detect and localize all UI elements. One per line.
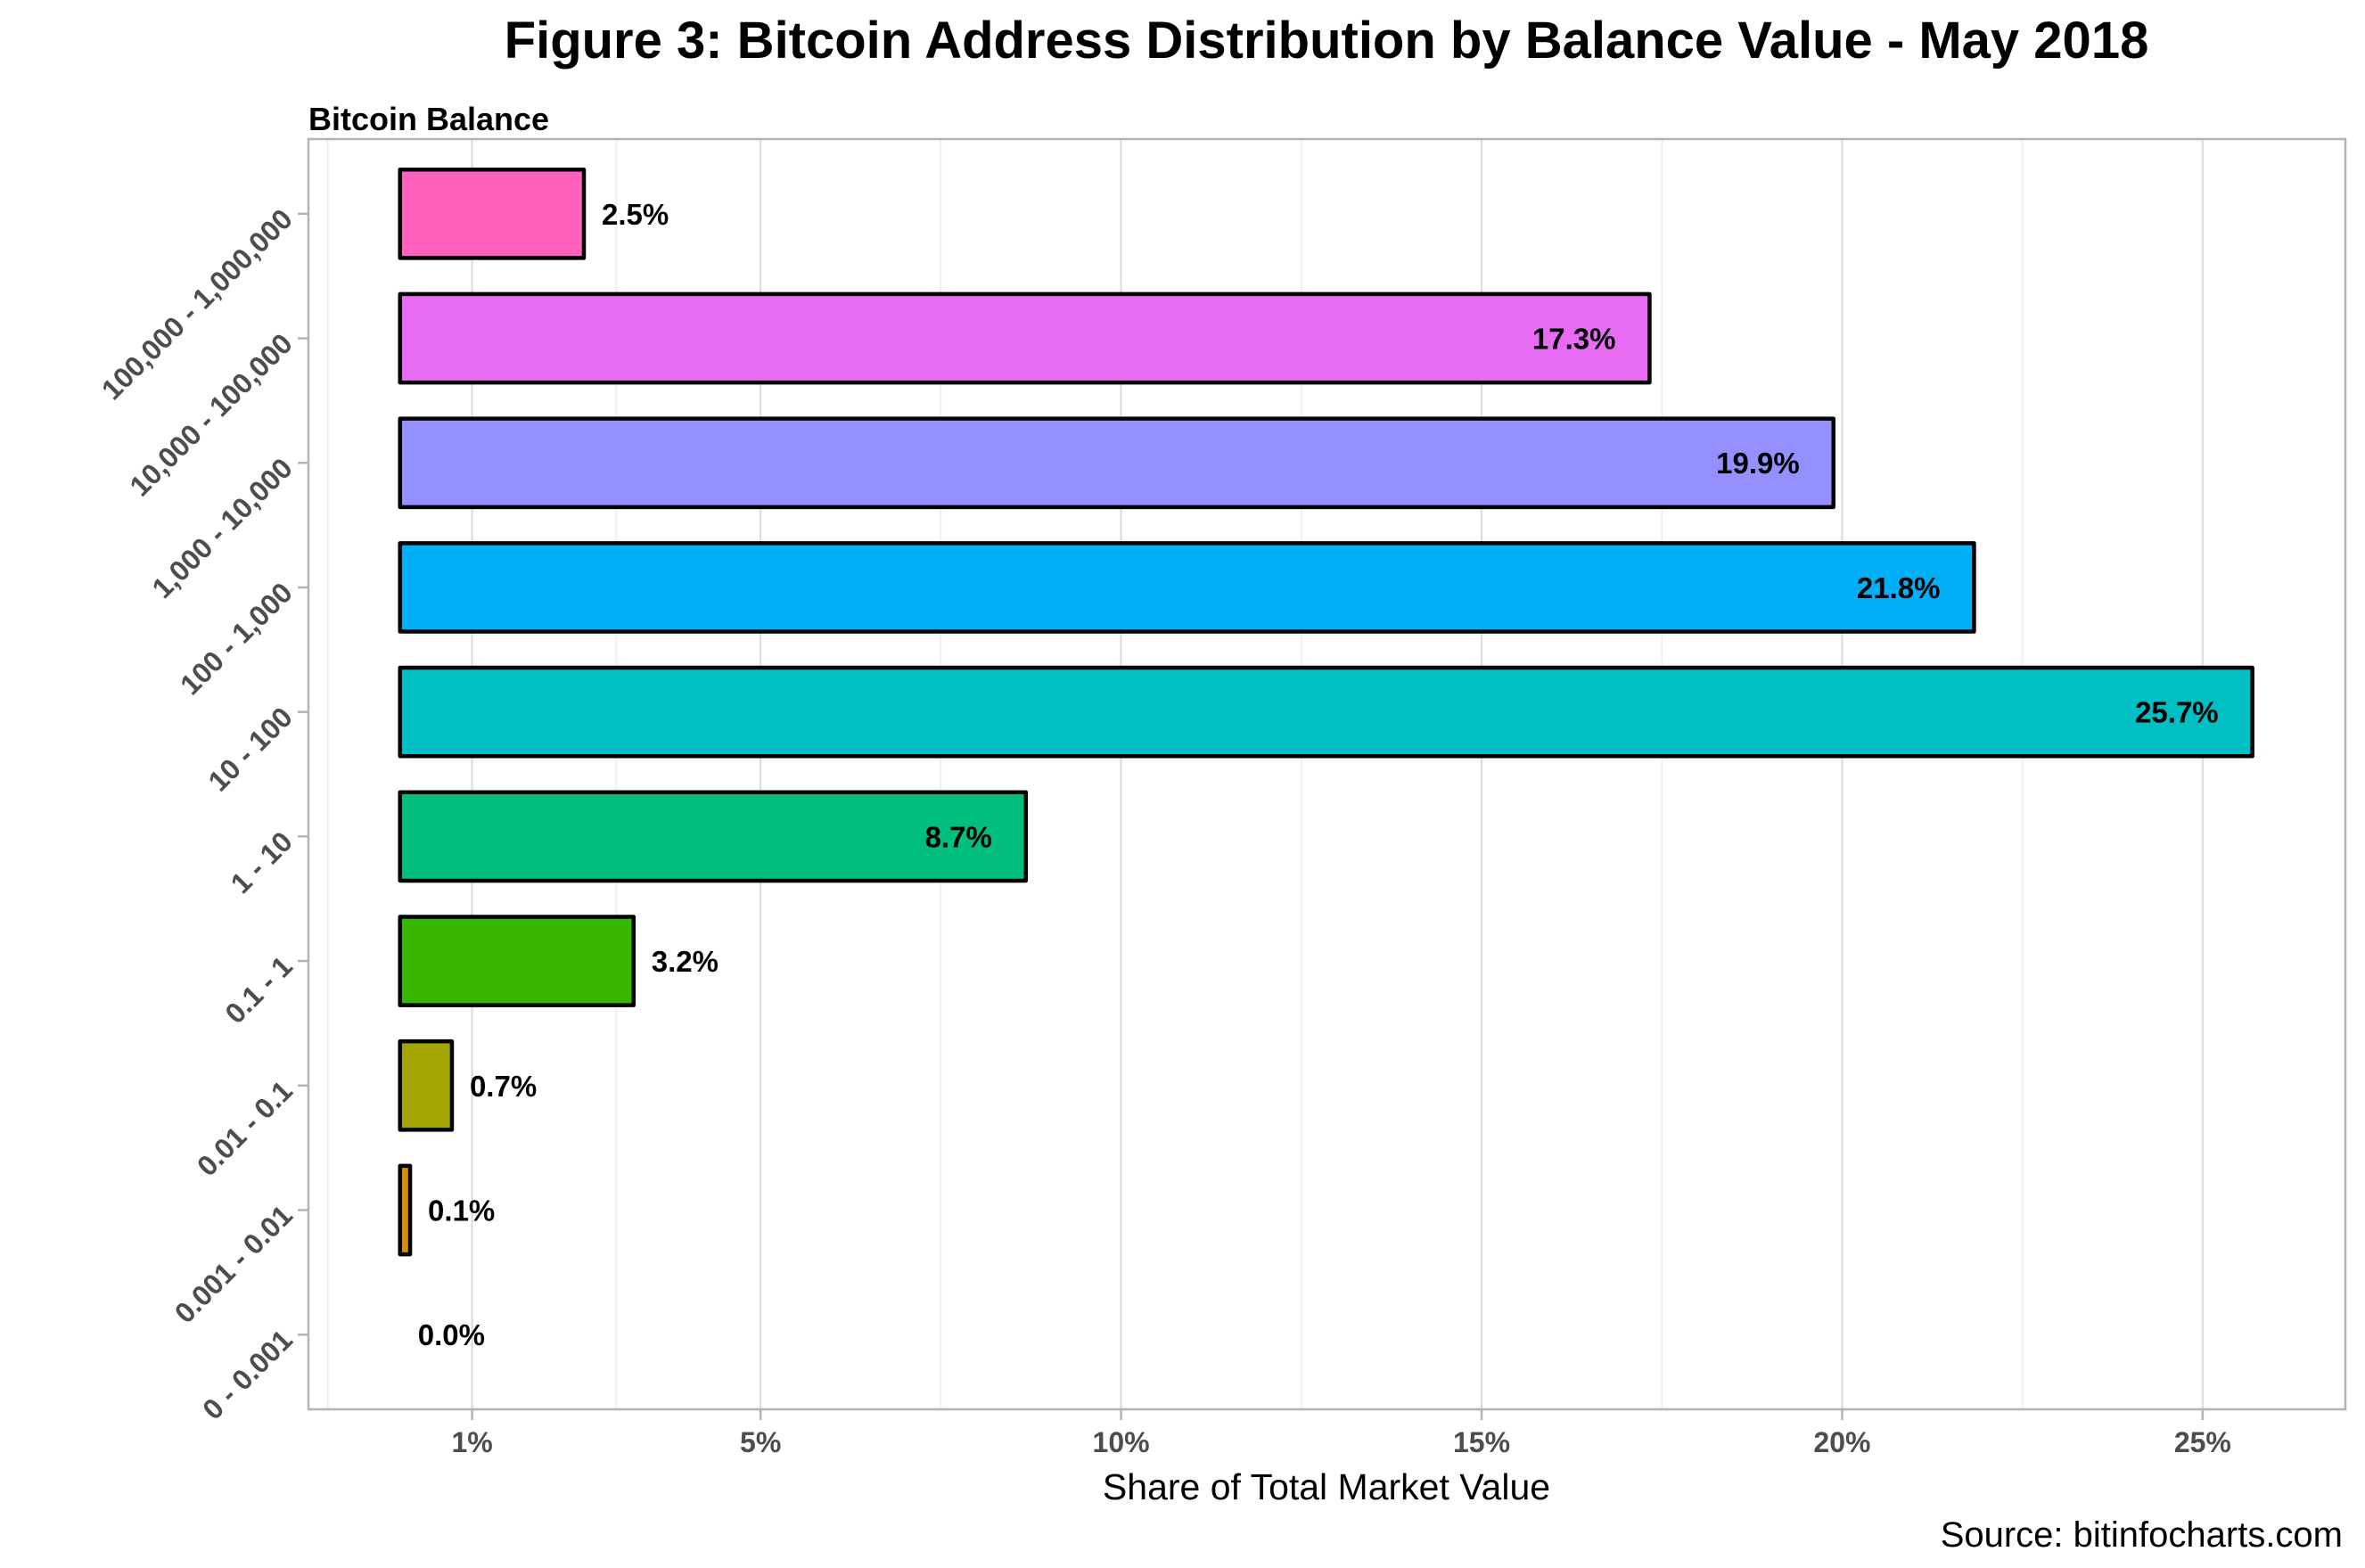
chart-title: Figure 3: Bitcoin Address Distribution b… bbox=[505, 12, 2149, 70]
x-tick-label: 20% bbox=[1813, 1426, 1870, 1458]
bar-value-label: 8.7% bbox=[925, 820, 992, 853]
bar-8 bbox=[398, 416, 1835, 510]
x-axis: 1% 5% 10% 15% 20% 25% bbox=[451, 1409, 2231, 1458]
bar-value-label: 17.3% bbox=[1532, 323, 1616, 356]
bar-10 bbox=[398, 167, 587, 260]
bar-value-label: 0.7% bbox=[470, 1070, 537, 1103]
bar-value-label: 0.1% bbox=[428, 1194, 495, 1227]
bar-9 bbox=[398, 291, 1652, 385]
x-tick-label: 5% bbox=[740, 1426, 781, 1458]
x-tick-label: 10% bbox=[1093, 1426, 1150, 1458]
x-tick-label: 1% bbox=[451, 1426, 492, 1458]
bar-3 bbox=[398, 1038, 455, 1132]
source-caption: Source: bitinfocharts.com bbox=[1941, 1515, 2343, 1555]
bar-2 bbox=[398, 1163, 413, 1257]
bars bbox=[398, 167, 2254, 1257]
bar-value-label: 3.2% bbox=[652, 945, 719, 978]
bar-value-label: 2.5% bbox=[602, 198, 669, 231]
bar-6 bbox=[398, 665, 2254, 759]
bar-value-label: 19.9% bbox=[1716, 447, 1800, 480]
bar-4 bbox=[398, 915, 636, 1007]
bar-7 bbox=[398, 541, 1976, 634]
bar-value-label: 25.7% bbox=[2135, 696, 2219, 729]
data-labels: 0.0% 0.1% 0.7% 3.2% 8.7% 25.7% 21.8% 19.9% 17.3%… bbox=[418, 198, 2219, 1351]
x-axis-title: Share of Total Market Value bbox=[1103, 1466, 1550, 1507]
plot-panel-border bbox=[307, 137, 2347, 1411]
x-tick-label: 25% bbox=[2174, 1426, 2231, 1458]
bar-value-label: 21.8% bbox=[1857, 571, 1941, 604]
x-tick-label: 15% bbox=[1453, 1426, 1510, 1458]
chart-subtitle: Bitcoin Balance bbox=[308, 101, 549, 137]
bar-value-label: 0.0% bbox=[418, 1318, 485, 1351]
bar-5 bbox=[398, 790, 1029, 883]
